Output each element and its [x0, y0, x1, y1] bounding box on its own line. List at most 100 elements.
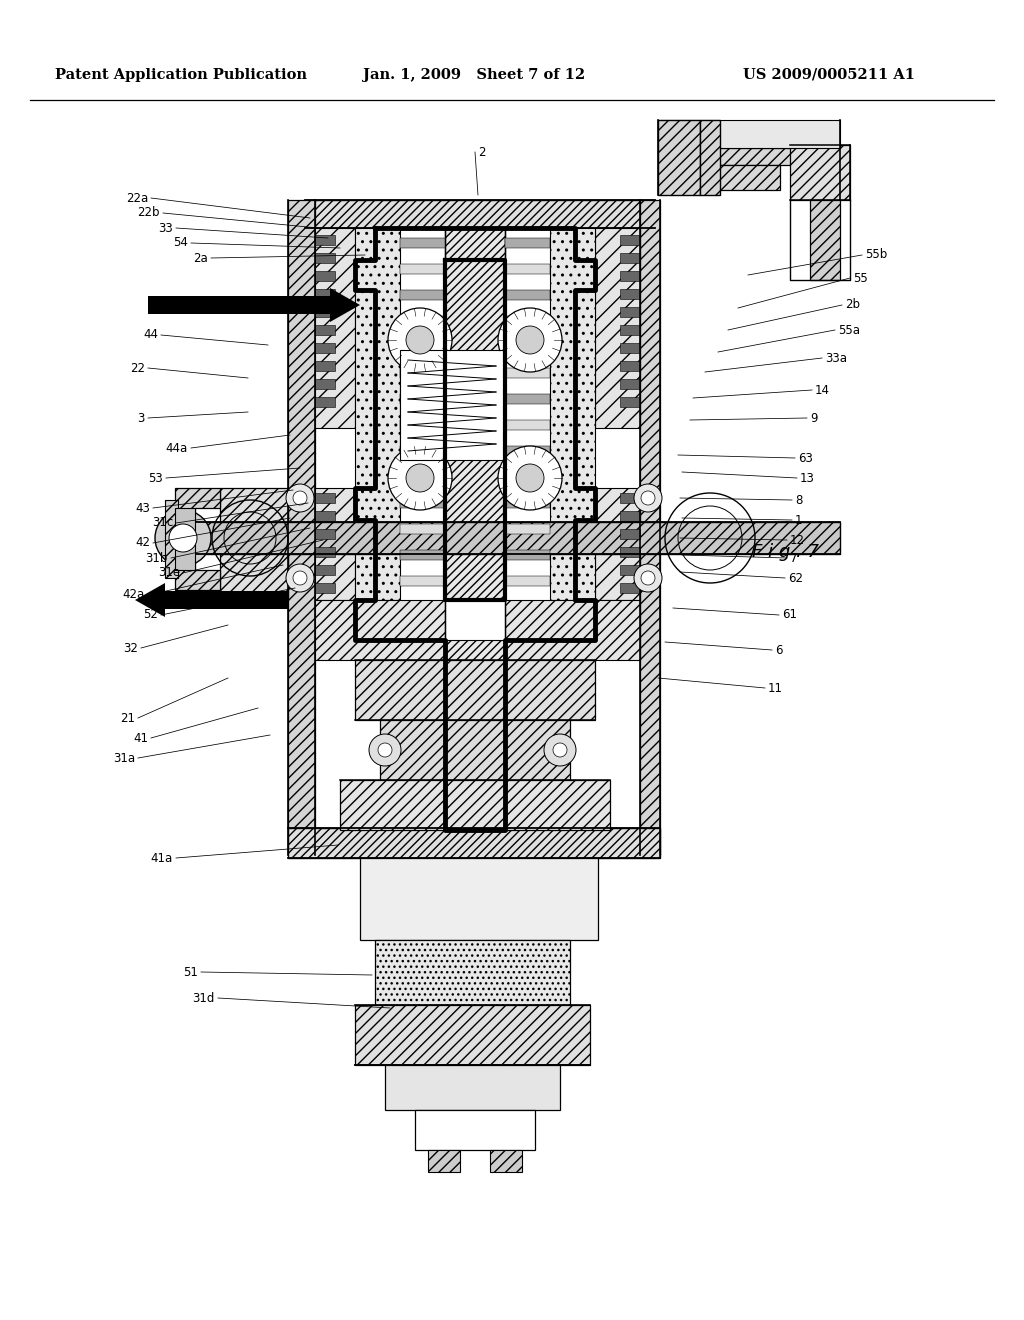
Polygon shape: [135, 583, 165, 616]
Polygon shape: [355, 1005, 590, 1065]
Polygon shape: [620, 253, 640, 263]
Circle shape: [498, 446, 562, 510]
Polygon shape: [700, 165, 780, 190]
Bar: [100, 110, 920, 1261]
Polygon shape: [505, 601, 640, 660]
Text: 42a: 42a: [123, 589, 145, 602]
Text: 55a: 55a: [838, 323, 860, 337]
Circle shape: [286, 484, 314, 512]
Polygon shape: [400, 446, 445, 455]
Text: 12: 12: [790, 533, 805, 546]
Polygon shape: [175, 488, 220, 590]
Polygon shape: [400, 368, 445, 378]
Polygon shape: [385, 1065, 560, 1110]
Text: 31c: 31c: [152, 516, 173, 529]
Bar: [428, 1150, 460, 1172]
Circle shape: [286, 564, 314, 591]
Polygon shape: [315, 343, 335, 352]
Text: 13: 13: [800, 471, 815, 484]
Circle shape: [378, 743, 392, 756]
Polygon shape: [700, 120, 720, 195]
Polygon shape: [505, 420, 550, 430]
Polygon shape: [505, 264, 550, 275]
Polygon shape: [505, 290, 550, 300]
Polygon shape: [620, 308, 640, 317]
Text: 2: 2: [478, 145, 485, 158]
Polygon shape: [620, 511, 640, 521]
Polygon shape: [400, 550, 445, 560]
Polygon shape: [315, 488, 355, 601]
Text: 22: 22: [130, 362, 145, 375]
Text: 63: 63: [798, 451, 813, 465]
Text: 33: 33: [159, 222, 173, 235]
Circle shape: [553, 743, 567, 756]
Text: 61: 61: [782, 609, 797, 622]
Polygon shape: [175, 508, 195, 570]
Polygon shape: [620, 289, 640, 300]
Polygon shape: [445, 601, 505, 640]
Circle shape: [498, 308, 562, 372]
Polygon shape: [315, 529, 335, 539]
Text: 14: 14: [815, 384, 830, 396]
Polygon shape: [185, 521, 840, 554]
Polygon shape: [400, 498, 445, 508]
Polygon shape: [658, 120, 840, 148]
Polygon shape: [315, 565, 335, 576]
Polygon shape: [620, 379, 640, 389]
Text: 52: 52: [143, 609, 158, 622]
Polygon shape: [620, 325, 640, 335]
Polygon shape: [375, 940, 570, 1005]
Circle shape: [293, 572, 307, 585]
Polygon shape: [340, 780, 610, 830]
Text: 41a: 41a: [151, 851, 173, 865]
Text: 22a: 22a: [126, 191, 148, 205]
Polygon shape: [595, 228, 640, 428]
Text: 55b: 55b: [865, 248, 887, 261]
Polygon shape: [400, 350, 505, 459]
Text: 2b: 2b: [845, 298, 860, 312]
Text: 22b: 22b: [137, 206, 160, 219]
Polygon shape: [315, 379, 335, 389]
Polygon shape: [400, 473, 445, 482]
Polygon shape: [620, 343, 640, 352]
Polygon shape: [620, 397, 640, 407]
Circle shape: [369, 734, 401, 766]
Polygon shape: [315, 583, 335, 593]
Polygon shape: [220, 488, 288, 601]
Polygon shape: [315, 601, 445, 660]
Text: 6: 6: [775, 644, 782, 656]
Text: 31d: 31d: [193, 991, 215, 1005]
Polygon shape: [400, 290, 445, 300]
Circle shape: [293, 491, 307, 506]
Polygon shape: [165, 500, 178, 578]
Polygon shape: [315, 546, 335, 557]
Polygon shape: [355, 228, 400, 601]
Circle shape: [169, 524, 197, 552]
Polygon shape: [550, 228, 595, 601]
Polygon shape: [380, 719, 570, 780]
Text: 42: 42: [135, 536, 150, 549]
Polygon shape: [620, 565, 640, 576]
Text: 31a: 31a: [113, 751, 135, 764]
Text: 3: 3: [137, 412, 145, 425]
Polygon shape: [505, 446, 550, 455]
Polygon shape: [505, 368, 550, 378]
Polygon shape: [288, 201, 315, 855]
Polygon shape: [505, 393, 550, 404]
Polygon shape: [620, 360, 640, 371]
Polygon shape: [505, 498, 550, 508]
Text: 62: 62: [788, 572, 803, 585]
Circle shape: [516, 326, 544, 354]
Text: Patent Application Publication: Patent Application Publication: [55, 69, 307, 82]
Polygon shape: [315, 228, 355, 428]
Polygon shape: [445, 228, 505, 830]
Polygon shape: [148, 296, 340, 314]
Text: 44: 44: [143, 329, 158, 342]
Polygon shape: [360, 858, 598, 940]
Polygon shape: [620, 492, 640, 503]
Polygon shape: [700, 148, 840, 165]
Text: 2a: 2a: [194, 252, 208, 264]
Polygon shape: [315, 492, 335, 503]
Polygon shape: [620, 271, 640, 281]
Text: 9: 9: [810, 412, 817, 425]
